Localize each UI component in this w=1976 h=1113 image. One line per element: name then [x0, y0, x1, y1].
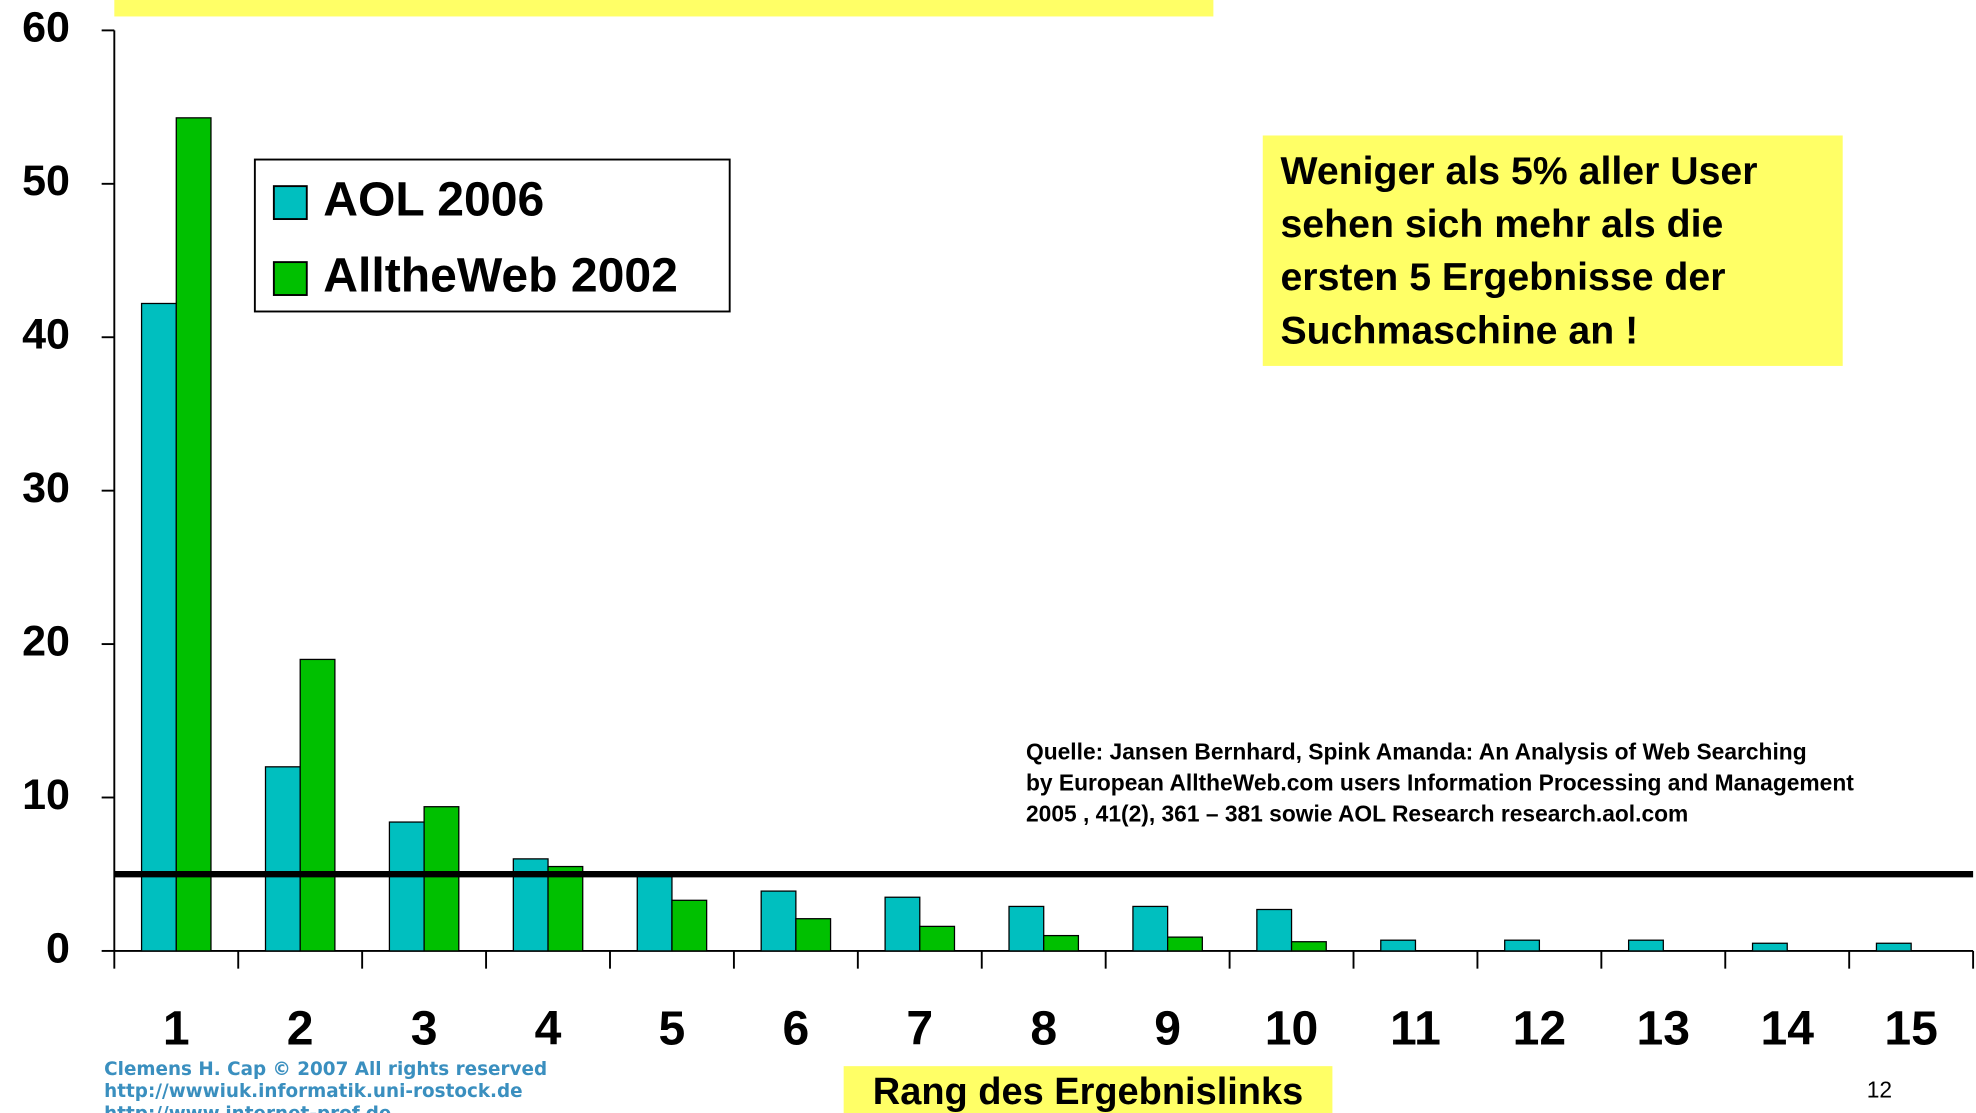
x-tick-label: 14 [1760, 1002, 1814, 1056]
x-tick-label: 13 [1637, 1002, 1691, 1056]
legend-swatch [272, 261, 308, 296]
legend-swatch [272, 185, 308, 221]
legend-label: AlltheWeb 2002 [323, 248, 678, 302]
title-box [114, 0, 1214, 17]
legend-label: AOL 2006 [323, 172, 544, 226]
bar [1380, 939, 1417, 952]
annotation-line: Suchmaschine an ! [1280, 308, 1638, 352]
bar [547, 865, 584, 952]
bar [299, 658, 336, 952]
bar [1627, 939, 1664, 952]
x-tick-label: 3 [411, 1002, 438, 1056]
x-tick-label: 4 [535, 1002, 562, 1056]
bar [423, 806, 460, 952]
bar [671, 899, 708, 952]
source-line: 2005 , 41(2), 361 – 381 sowie AOL Resear… [1026, 800, 1688, 826]
bar [388, 821, 425, 952]
x-tick-label: 15 [1884, 1002, 1938, 1056]
annotation-line: Weniger als 5% aller User [1280, 149, 1757, 193]
x-tick-label: 12 [1513, 1002, 1567, 1056]
bar [1290, 941, 1327, 952]
bar [1256, 908, 1293, 952]
bar [1132, 905, 1169, 952]
bar [1504, 939, 1541, 952]
bar [1875, 942, 1912, 952]
source-line: Quelle: Jansen Bernhard, Spink Amanda: A… [1026, 738, 1807, 764]
source-line: by European AlltheWeb.com users Informat… [1026, 769, 1854, 795]
y-tick-label: 20 [22, 617, 70, 665]
annotation-line: sehen sich mehr als die [1280, 202, 1723, 246]
bar [636, 873, 673, 952]
y-tick-label: 50 [22, 157, 70, 205]
x-tick-label: 5 [659, 1002, 686, 1056]
x-tick-label: 11 [1390, 1002, 1441, 1056]
y-tick-label: 30 [22, 464, 70, 512]
bar [1167, 936, 1203, 952]
annotation-line: ersten 5 Ergebnisse der [1280, 255, 1725, 299]
y-tick-label: 40 [22, 311, 70, 359]
bar [795, 918, 832, 952]
x-tick-label: 2 [287, 1002, 314, 1056]
x-label-box [843, 1066, 1333, 1113]
bar [264, 766, 301, 952]
footer-line: Clemens H. Cap © 2007 All rights reserve… [104, 1059, 547, 1080]
bar [760, 890, 797, 952]
x-tick-label: 7 [906, 1002, 933, 1056]
bar [140, 302, 177, 952]
y-tick-label: 0 [46, 924, 70, 972]
legend-box [253, 158, 731, 313]
annotation-box [1262, 135, 1843, 366]
x-tick-label: 6 [782, 1002, 809, 1056]
bar [1043, 934, 1080, 952]
x-axis-label: Rang des Ergebnislinks [873, 1071, 1303, 1113]
bar [1751, 942, 1788, 952]
bar [175, 117, 212, 952]
footer-line: http://www.internet-prof.de [104, 1103, 391, 1113]
x-tick-label: 8 [1030, 1002, 1057, 1056]
bar [1008, 905, 1045, 952]
y-tick-label: 10 [22, 771, 70, 819]
page-number: 12 [1867, 1076, 1892, 1102]
x-tick-label: 10 [1265, 1002, 1319, 1056]
x-tick-label: 1 [163, 1002, 190, 1056]
bar [919, 925, 956, 952]
x-tick-label: 9 [1154, 1002, 1181, 1056]
y-tick-label: 60 [22, 4, 70, 52]
footer-line: http://wwwiuk.informatik.uni-rostock.de [104, 1081, 522, 1102]
bar [884, 896, 921, 952]
